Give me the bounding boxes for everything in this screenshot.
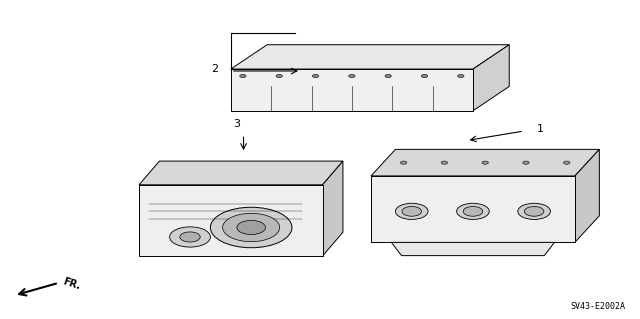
Polygon shape <box>139 161 343 185</box>
Circle shape <box>402 206 422 216</box>
Circle shape <box>211 207 292 248</box>
Circle shape <box>349 74 355 78</box>
Circle shape <box>458 74 464 78</box>
Circle shape <box>482 161 488 164</box>
Polygon shape <box>371 149 599 176</box>
Circle shape <box>564 161 570 164</box>
Circle shape <box>312 74 319 78</box>
Text: 2: 2 <box>211 64 218 74</box>
Circle shape <box>180 232 200 242</box>
Circle shape <box>401 161 407 164</box>
Circle shape <box>385 74 392 78</box>
Polygon shape <box>371 176 575 242</box>
Circle shape <box>441 161 447 164</box>
Polygon shape <box>231 69 473 111</box>
Text: 3: 3 <box>234 119 241 130</box>
Circle shape <box>237 220 266 234</box>
Polygon shape <box>323 161 343 256</box>
Circle shape <box>223 213 280 242</box>
Circle shape <box>524 206 544 216</box>
Polygon shape <box>473 45 509 111</box>
Circle shape <box>518 203 550 219</box>
Circle shape <box>396 203 428 219</box>
Text: SV43-E2002A: SV43-E2002A <box>571 302 626 311</box>
Polygon shape <box>139 185 323 256</box>
Polygon shape <box>231 45 509 69</box>
Circle shape <box>240 74 246 78</box>
Circle shape <box>523 161 529 164</box>
Circle shape <box>421 74 428 78</box>
Polygon shape <box>575 149 599 242</box>
Circle shape <box>456 203 489 219</box>
Circle shape <box>170 227 211 247</box>
Text: 1: 1 <box>537 124 543 135</box>
Polygon shape <box>392 242 554 256</box>
Circle shape <box>276 74 282 78</box>
Text: FR.: FR. <box>62 277 82 292</box>
Circle shape <box>463 206 483 216</box>
